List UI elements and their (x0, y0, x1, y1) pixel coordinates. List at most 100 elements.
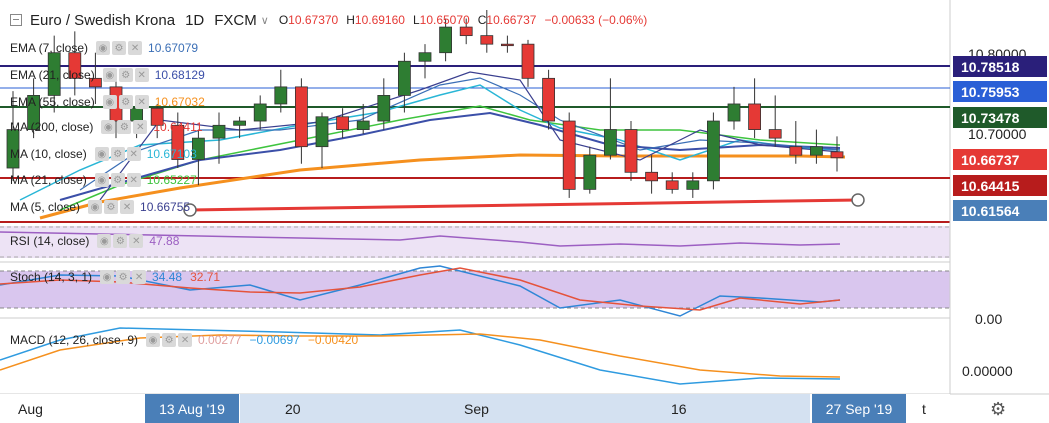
indicator-name[interactable]: EMA (55, close) (10, 95, 95, 109)
trend-line (189, 198, 859, 212)
gear-icon[interactable]: ⚙ (118, 95, 133, 109)
close-icon[interactable]: ✕ (133, 120, 148, 134)
candle-body (665, 180, 679, 190)
close-icon[interactable]: ✕ (129, 234, 144, 248)
eye-icon[interactable]: ◉ (94, 147, 109, 161)
gear-icon[interactable]: ⚙ (118, 68, 133, 82)
settings-gear-icon[interactable]: ⚙ (990, 399, 1007, 419)
price-label: 10.75953 (953, 81, 1047, 102)
macd-line (0, 327, 841, 385)
x-axis-label: 20 (285, 401, 301, 417)
eye-icon[interactable]: ◉ (146, 333, 161, 347)
ema-7-line (79, 77, 841, 191)
gear-icon[interactable]: ⚙ (116, 270, 131, 284)
candle-body (500, 43, 514, 47)
stoch-legend: Stoch (14, 3, 1) ◉ ⚙ ✕ 34.48 32.71 (10, 270, 221, 284)
x-axis-label: 16 (671, 401, 687, 417)
indicator-name[interactable]: MA (10, close) (10, 147, 87, 161)
gear-icon[interactable]: ⚙ (117, 120, 132, 134)
interval-label[interactable]: 1D (185, 11, 205, 29)
candle-body (604, 129, 617, 156)
indicator-value: 10.67103 (146, 147, 197, 161)
eye-icon[interactable]: ◉ (102, 95, 117, 109)
candle-body (253, 103, 267, 122)
candle-body (27, 95, 41, 130)
x-crosshair-date: 13 Aug '19 (145, 394, 239, 423)
candle-body (542, 77, 555, 122)
price-label: 10.78518 (953, 56, 1047, 77)
chevron-down-icon[interactable]: ∨ (260, 14, 269, 27)
indicator-name[interactable]: MA (21, close) (10, 173, 87, 187)
macd-signal-value: −0.00420 (307, 333, 359, 347)
source-label: FXCM (214, 11, 257, 29)
price-change: −0.00633 (−0.06%) (544, 13, 648, 27)
close-icon[interactable]: ✕ (126, 173, 141, 187)
candle-body (418, 52, 432, 62)
candle-body (294, 86, 308, 148)
indicator-name[interactable]: EMA (7, close) (10, 41, 89, 55)
rsi-value: 47.88 (149, 234, 180, 248)
macd-axis-label: 0.00000 (962, 363, 1013, 379)
eye-icon[interactable]: ◉ (100, 270, 115, 284)
gear-icon[interactable]: ⚙ (113, 234, 128, 248)
candle-body (645, 171, 658, 182)
gear-icon[interactable]: ⚙ (110, 147, 125, 161)
eye-icon[interactable]: ◉ (102, 68, 117, 82)
candle-body (686, 180, 700, 190)
collapse-icon[interactable] (10, 14, 22, 26)
candle-body (356, 120, 370, 130)
candle-body (768, 129, 782, 139)
candle-body (150, 107, 164, 126)
eye-icon[interactable]: ◉ (96, 41, 111, 55)
close-icon[interactable]: ✕ (128, 41, 143, 55)
close-icon[interactable]: ✕ (134, 95, 149, 109)
candle-body (397, 60, 411, 96)
candle-body (562, 120, 576, 190)
close-icon[interactable]: ✕ (134, 68, 149, 82)
candle-body (171, 124, 185, 160)
close-icon[interactable]: ✕ (132, 270, 147, 284)
candle-body (47, 52, 61, 96)
indicator-name[interactable]: MA (200, close) (10, 120, 94, 134)
candle-body (233, 120, 247, 126)
candle-body (810, 146, 823, 156)
indicator-name[interactable]: MA (5, close) (10, 200, 81, 214)
ohlc-low: L10.65070 (412, 13, 470, 27)
stoch-band (0, 271, 950, 308)
symbol-title[interactable]: Euro / Swedish Krona (30, 11, 176, 29)
candle-body (89, 77, 102, 88)
trend-handle (183, 203, 197, 217)
macd-signal-line (0, 333, 841, 378)
eye-icon[interactable]: ◉ (97, 234, 112, 248)
close-icon[interactable]: ✕ (178, 333, 193, 347)
gear-icon[interactable]: ⚙ (104, 200, 119, 214)
close-icon[interactable]: ✕ (126, 147, 141, 161)
price-axis-label: 10.70000 (968, 126, 1027, 142)
close-icon[interactable]: ✕ (120, 200, 135, 214)
gear-icon[interactable]: ⚙ (112, 41, 127, 55)
gear-icon[interactable]: ⚙ (110, 173, 125, 187)
ema-21-line (59, 111, 841, 201)
eye-icon[interactable]: ◉ (88, 200, 103, 214)
indicator-legend: MA (200, close) ◉ ⚙ ✕ 10.64411 (10, 118, 211, 136)
candle-body (315, 116, 329, 148)
eye-icon[interactable]: ◉ (94, 173, 109, 187)
eye-icon[interactable]: ◉ (101, 120, 116, 134)
trend-handle (851, 193, 865, 207)
x-axis-label: t (922, 401, 926, 417)
ohlc-close: C10.66737 (477, 13, 537, 27)
candle-body (459, 26, 473, 37)
x-axis-label: Sep (464, 401, 489, 417)
indicator-name[interactable]: EMA (21, close) (10, 68, 95, 82)
rsi-legend: RSI (14, close) ◉ ⚙ ✕ 47.88 (10, 234, 180, 248)
gear-icon[interactable]: ⚙ (162, 333, 177, 347)
rsi-band (0, 226, 950, 258)
ohlc-high: H10.69160 (346, 13, 405, 27)
indicator-legend: EMA (55, close) ◉ ⚙ ✕ 10.67032 (10, 93, 213, 111)
indicator-legend: MA (21, close) ◉ ⚙ ✕ 10.65227 (10, 171, 205, 189)
price-label: 10.73478 (953, 107, 1047, 128)
candle-body (789, 146, 803, 156)
stoch-k-value: 34.48 (152, 270, 183, 284)
indicator-value: 10.67079 (148, 41, 199, 55)
macd-hist-value: 0.00277 (198, 333, 242, 347)
